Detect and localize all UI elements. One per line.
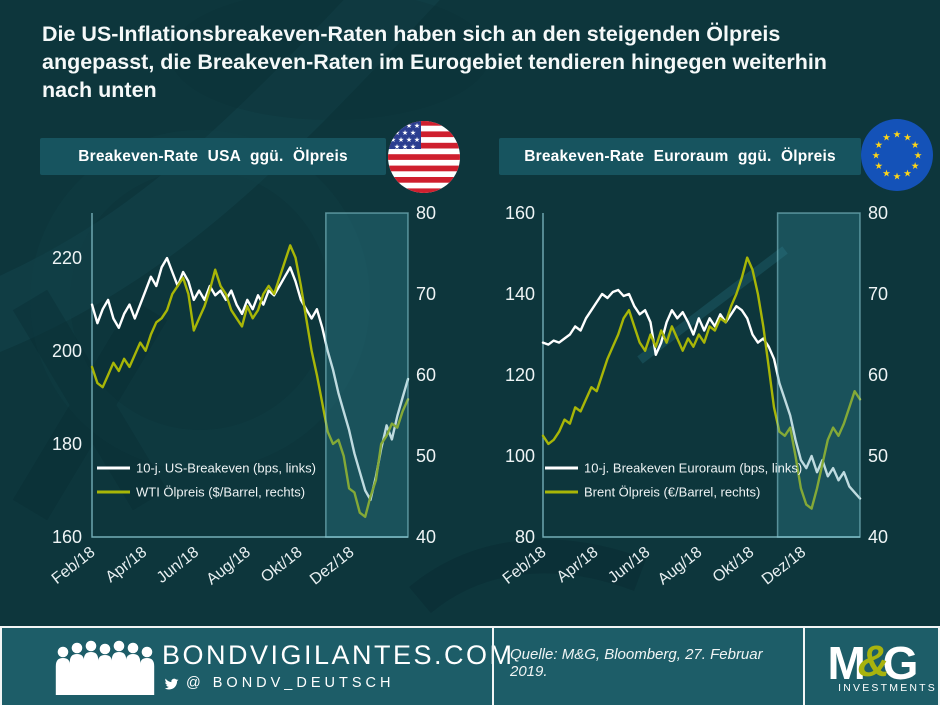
svg-text:★: ★ (414, 122, 420, 130)
svg-text:★: ★ (911, 140, 920, 151)
footer-divider (803, 628, 805, 705)
y-right-tick: 40 (868, 527, 888, 547)
svg-text:★: ★ (410, 129, 416, 137)
svg-text:★: ★ (872, 151, 881, 162)
axis-line (91, 213, 408, 538)
svg-text:★: ★ (875, 140, 884, 151)
website-link[interactable]: BONDVIGILANTES.COM (162, 640, 515, 670)
y-left-tick: 160 (505, 203, 535, 223)
chart-euroraum: 160 140 120 100 80 80 70 60 50 40 Feb/18 Apr/18 Jun/… (500, 203, 888, 589)
x-tick: Apr/18 (103, 544, 151, 586)
legend-label: WTI Ölpreis ($/Barrel, rechts) (136, 485, 305, 500)
svg-text:★: ★ (398, 136, 404, 144)
svg-text:★: ★ (875, 161, 884, 172)
legend-label: 10-j. Breakeven Euroraum (bps, links) (584, 461, 802, 476)
svg-text:★: ★ (903, 132, 912, 143)
series-line (541, 288, 862, 500)
y-left-tick: 200 (52, 341, 82, 361)
series-line (90, 244, 410, 518)
y-right-tick: 50 (868, 446, 888, 466)
us-flag-icon: ★ ★ ★ ★ ★ ★ ★ ★ ★ ★ ★ ★ ★ ★ (388, 121, 460, 193)
y-left-tick: 80 (515, 527, 535, 547)
y-left-tick: 120 (505, 365, 535, 385)
footer-brand: BONDVIGILANTES.COM @ BONDV_DEUTSCH (2, 628, 512, 705)
x-tick: Dez/18 (759, 544, 809, 589)
svg-text:★: ★ (402, 143, 408, 151)
x-tick: Aug/18 (655, 544, 706, 589)
axis-line (542, 213, 860, 538)
eu-flag-icon: ★ ★ ★ ★ ★ ★ ★ ★ ★ ★ ★ ★ (861, 119, 933, 191)
title-line-1: Die US-Inflationsbreakeven-Raten haben s… (42, 22, 781, 46)
svg-text:★: ★ (893, 130, 902, 141)
chart-header-euroraum-label: Breakeven-Rate Euroraum ggü. Ölpreis (524, 147, 836, 165)
footer-divider (492, 628, 494, 705)
x-tick: Feb/18 (500, 544, 550, 588)
chart-header-euroraum: Breakeven-Rate Euroraum ggü. Ölpreis (499, 138, 861, 175)
svg-text:★: ★ (390, 122, 396, 130)
highlight-region (325, 212, 409, 538)
title-line-3: nach unten (42, 78, 157, 102)
svg-text:★: ★ (903, 169, 912, 180)
svg-text:★: ★ (390, 136, 396, 144)
svg-text:★: ★ (882, 132, 891, 143)
svg-text:★: ★ (911, 161, 920, 172)
chart-header-usa: Breakeven-Rate USA ggü. Ölpreis (40, 138, 386, 175)
svg-text:★: ★ (394, 143, 400, 151)
y-right-tick: 80 (416, 203, 436, 223)
y-right-tick: 70 (416, 284, 436, 304)
chart-usa: 220 200 180 160 80 70 60 50 40 Feb/18 Apr/18 Jun/18… (49, 203, 436, 589)
svg-text:★: ★ (410, 143, 416, 151)
people-icon (55, 640, 155, 695)
page-title: Die US-Inflationsbreakeven-Raten haben s… (42, 20, 922, 104)
y-left-tick: 180 (52, 434, 82, 454)
legend-label: 10-j. US-Breakeven (bps, links) (136, 461, 316, 476)
source-note: Quelle: M&G, Bloomberg, 27. Februar 2019… (510, 646, 763, 680)
y-right-tick: 40 (416, 527, 436, 547)
title-line-2: angepasst, die Breakeven-Raten im Euroge… (42, 50, 827, 74)
x-tick: Okt/18 (258, 544, 306, 586)
mg-logo-m: M (827, 636, 866, 689)
footer: BONDVIGILANTES.COM @ BONDV_DEUTSCH Quell… (0, 626, 940, 705)
y-right-tick: 50 (416, 446, 436, 466)
y-right-tick: 70 (868, 284, 888, 304)
series-line (90, 256, 410, 501)
svg-text:★: ★ (406, 122, 412, 130)
y-left-tick: 100 (505, 446, 535, 466)
mg-logo-g: G (882, 636, 919, 689)
x-tick: Feb/18 (49, 544, 99, 588)
svg-text:★: ★ (406, 136, 412, 144)
y-left-tick: 160 (52, 527, 82, 547)
y-left-tick: 140 (505, 284, 535, 304)
x-tick: Okt/18 (710, 544, 758, 586)
mg-logo-investments: INVESTMENTS (838, 681, 937, 694)
x-tick: Apr/18 (554, 544, 602, 586)
svg-text:★: ★ (914, 151, 923, 162)
x-tick: Jun/18 (605, 544, 653, 587)
x-tick: Dez/18 (307, 544, 357, 589)
chart-header-usa-label: Breakeven-Rate USA ggü. Ölpreis (78, 147, 348, 165)
twitter-handle[interactable]: @ BONDV_DEUTSCH (186, 675, 395, 691)
svg-text:★: ★ (893, 172, 902, 183)
y-right-tick: 60 (416, 365, 436, 385)
mg-logo: M & G INVESTMENTS (805, 628, 940, 705)
series-line (541, 256, 862, 510)
highlight-region (776, 212, 861, 538)
x-tick: Jun/18 (154, 544, 202, 587)
legend-label: Brent Ölpreis (€/Barrel, rechts) (584, 485, 760, 500)
y-right-tick: 60 (868, 365, 888, 385)
y-left-tick: 220 (52, 248, 82, 268)
y-right-tick: 80 (868, 203, 888, 223)
svg-text:★: ★ (414, 136, 420, 144)
svg-text:★: ★ (402, 129, 408, 137)
twitter-icon (164, 678, 179, 689)
x-tick: Aug/18 (203, 544, 254, 589)
svg-text:★: ★ (882, 169, 891, 180)
